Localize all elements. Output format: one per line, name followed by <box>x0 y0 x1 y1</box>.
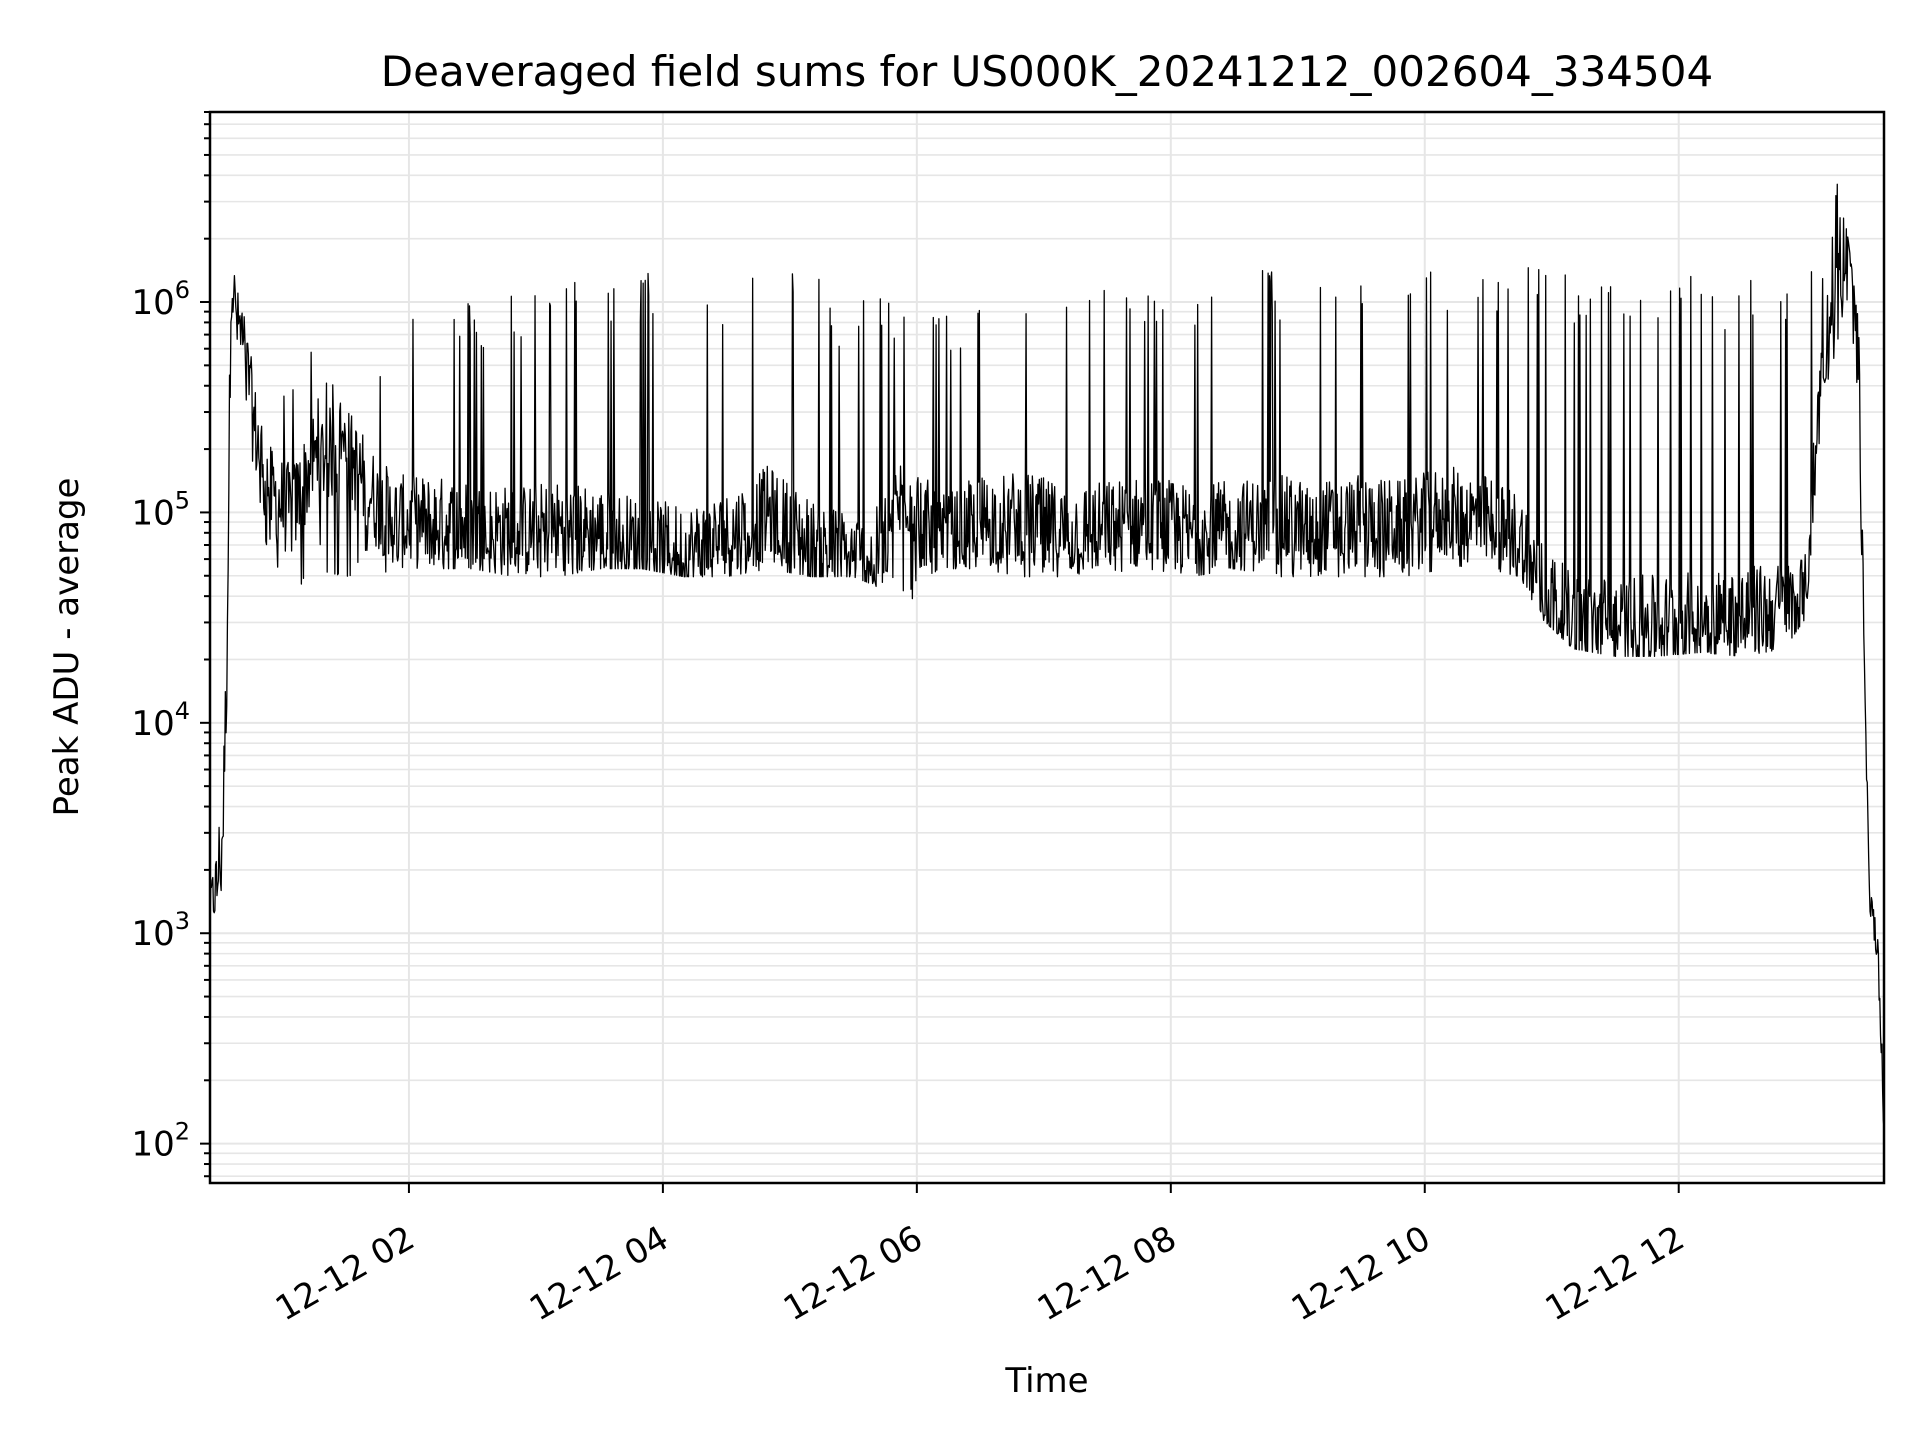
y-tick-label: 104 <box>131 697 190 744</box>
y-tick-label: 103 <box>131 907 190 954</box>
data-series-line <box>209 183 1885 1129</box>
y-tick-label: 102 <box>131 1118 190 1165</box>
y-tick-label: 105 <box>131 486 190 533</box>
chart-title: Deaveraged field sums for US000K_2024121… <box>381 47 1713 96</box>
y-tick-label: 106 <box>131 276 190 323</box>
plot-area <box>209 183 1885 1129</box>
x-axis-label: Time <box>1004 1361 1088 1401</box>
y-axis-label: Peak ADU - average <box>47 478 87 817</box>
axes-frame <box>208 110 1886 1185</box>
